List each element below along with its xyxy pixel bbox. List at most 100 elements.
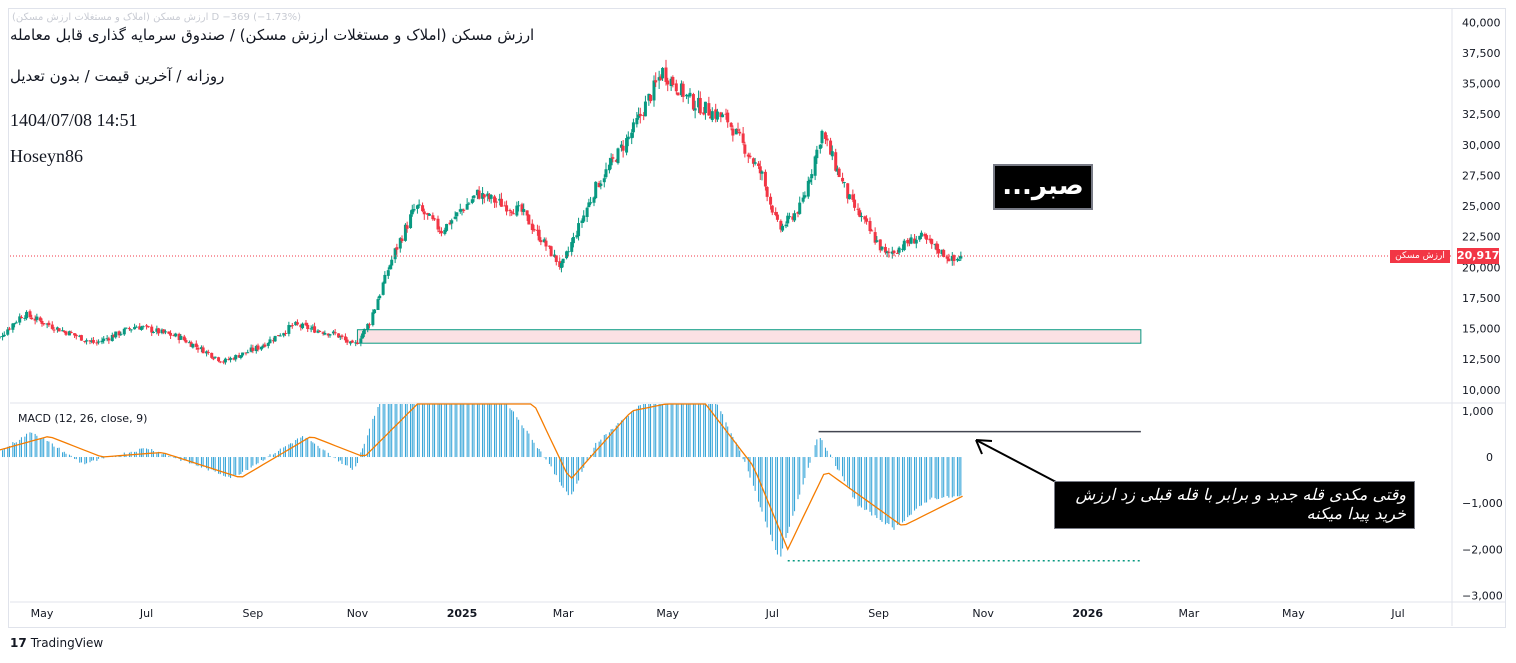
candle-body — [244, 352, 248, 354]
candle-body — [659, 76, 663, 80]
candle-body — [465, 204, 469, 210]
candle-body — [340, 335, 344, 337]
candle-body — [422, 211, 426, 215]
candle-body — [184, 340, 188, 343]
candle-body — [350, 340, 354, 343]
candle-body — [141, 326, 145, 328]
candle-body — [611, 157, 615, 159]
candle-body — [460, 209, 464, 211]
candle-body — [313, 326, 317, 333]
time-tick-label: Jul — [1390, 607, 1404, 620]
candle-body — [801, 197, 805, 202]
candle-body — [381, 282, 385, 295]
candle-body — [453, 216, 457, 219]
candle-body — [765, 187, 769, 197]
candle-body — [637, 114, 641, 118]
candle-body — [571, 237, 575, 244]
candle-body — [721, 114, 725, 118]
candle-body — [323, 332, 327, 335]
candle-body — [830, 151, 834, 157]
candle-body — [271, 340, 275, 342]
candle-body — [702, 112, 706, 115]
candle-body — [561, 258, 565, 264]
candle-body — [55, 327, 59, 330]
candle-body — [14, 322, 18, 324]
candle-body — [326, 333, 330, 336]
candle-body — [736, 129, 740, 131]
candle-body — [1, 336, 5, 338]
candle-body — [85, 340, 89, 342]
chart-author: Hoseyn86 — [10, 146, 83, 166]
candle-body — [163, 331, 167, 333]
sabr-annotation[interactable]: صبر... — [993, 164, 1093, 210]
candle-body — [79, 335, 83, 341]
candle-body — [856, 208, 860, 210]
candle-body — [62, 331, 66, 333]
candle-body — [952, 255, 956, 262]
candle-body — [559, 263, 563, 268]
candle-body — [403, 224, 407, 241]
candle-body — [205, 351, 209, 354]
candle-body — [503, 205, 507, 207]
candle-body — [383, 274, 387, 284]
candle-body — [223, 358, 227, 363]
candle-body — [73, 333, 77, 336]
candle-body — [607, 164, 611, 171]
candle-body — [88, 340, 92, 342]
candle-body — [614, 160, 618, 162]
time-tick-label: May — [1282, 607, 1305, 620]
last-price-badge: 20,917 — [1457, 248, 1500, 264]
candle-body — [189, 342, 193, 347]
candle-body — [187, 342, 191, 344]
candle-body — [763, 171, 767, 187]
candle-body — [652, 80, 656, 101]
candle-body — [436, 218, 440, 230]
candle-body — [726, 112, 730, 123]
candle-body — [937, 249, 941, 254]
macd-tick-label: −3,000 — [1462, 589, 1503, 602]
candle-body — [887, 251, 891, 253]
tradingview-logo[interactable]: 17 TradingView — [10, 636, 103, 650]
candle-body — [544, 240, 548, 247]
arrow-head — [975, 439, 993, 455]
candle-body — [306, 324, 310, 330]
candle-body — [841, 177, 845, 182]
candle-body — [577, 223, 581, 237]
candle-body — [438, 230, 442, 232]
macd-note-annotation[interactable]: وقتی مکدی قله جدید و برابر با قله قبلی ز… — [1054, 481, 1415, 529]
candle-body — [162, 329, 166, 333]
macd-signal-line — [0, 403, 963, 551]
candle-body — [697, 97, 701, 108]
candle-body — [256, 345, 260, 350]
candle-body — [599, 183, 603, 186]
candle-body — [134, 326, 138, 328]
candle-body — [585, 207, 589, 217]
candle-body — [654, 80, 658, 83]
macd-indicator-label[interactable]: MACD (12, 26, close, 9) — [18, 412, 148, 425]
candle-body — [318, 330, 322, 332]
candle-body — [69, 331, 73, 334]
candle-body — [462, 209, 466, 211]
candle-body — [50, 324, 54, 329]
candle-body — [169, 332, 173, 336]
candle-body — [913, 238, 917, 244]
candle-body — [299, 324, 303, 328]
candle-body — [499, 198, 503, 207]
candle-body — [426, 213, 430, 215]
candle-body — [890, 251, 894, 254]
candle-body — [395, 247, 399, 250]
candle-body — [333, 332, 337, 334]
candle-body — [751, 158, 755, 164]
candle-body — [40, 320, 44, 324]
candle-body — [537, 229, 541, 241]
candle-body — [201, 347, 205, 354]
candle-body — [535, 229, 539, 231]
candle-body — [409, 214, 413, 229]
time-tick-label: Jul — [765, 607, 779, 620]
candle-body — [498, 198, 502, 201]
candle-body — [688, 92, 692, 97]
candle-body — [91, 340, 95, 343]
candle-body — [547, 245, 551, 247]
candle-body — [853, 199, 857, 208]
